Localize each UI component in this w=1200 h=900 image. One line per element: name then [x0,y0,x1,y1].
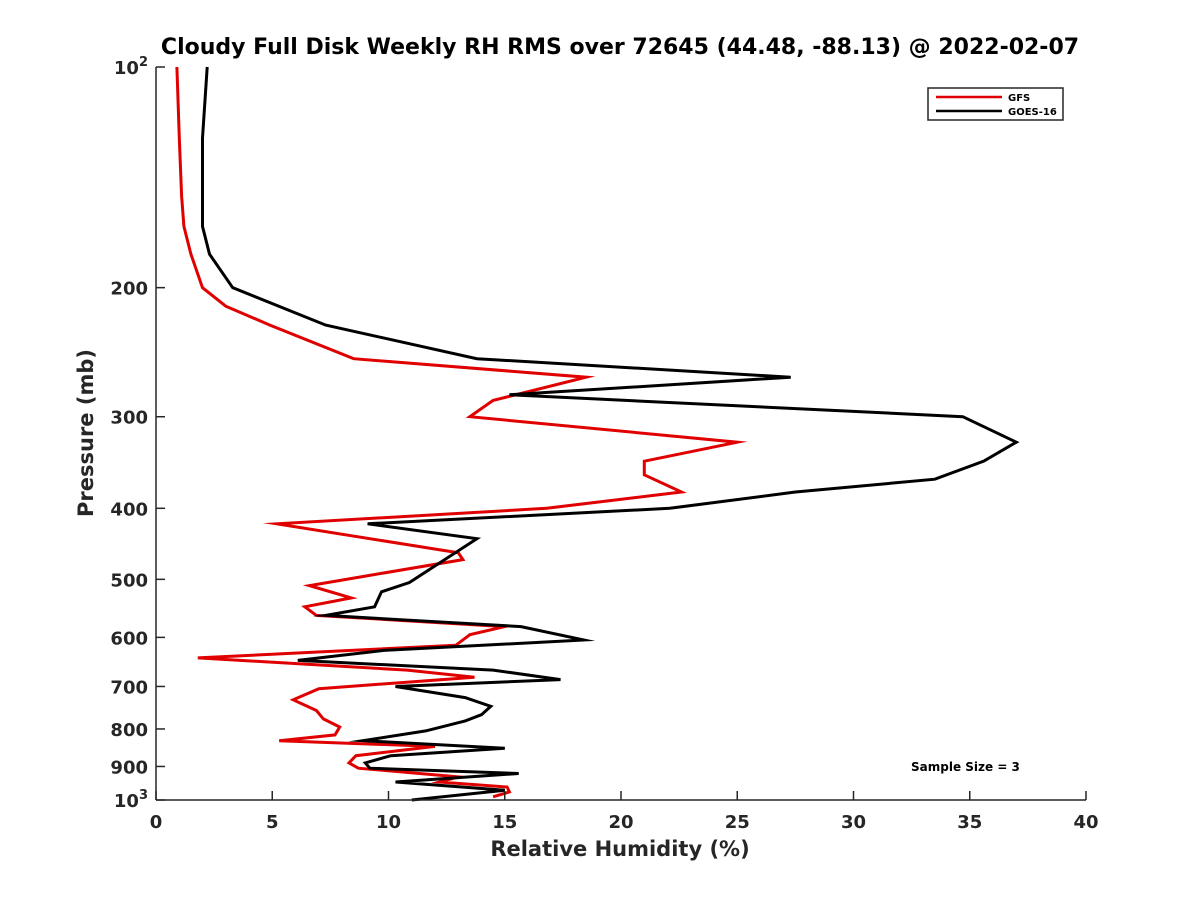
x-axis-ticks: 0 5 10 15 20 25 30 35 40 [150,791,1099,833]
x-tick-label: 35 [957,812,982,833]
x-tick-label: 5 [266,812,279,833]
x-tick-label: 40 [1073,812,1098,833]
series-line-goes-16 [201,66,1020,802]
x-tick-label: 0 [150,812,163,833]
y-tick-label: 200 [110,279,148,300]
plot-area [156,67,1086,800]
chart-title: Cloudy Full Disk Weekly RH RMS over 7264… [161,35,1079,60]
legend-label-goes-16: GOES-16 [1008,107,1057,118]
legend-box [927,87,1064,121]
x-tick-label: 20 [608,812,633,833]
x-tick-label: 10 [376,812,401,833]
y-tick-label: 800 [110,720,148,741]
x-tick-label: 25 [725,812,750,833]
y-tick-label: 300 [110,408,148,429]
y-tick-label: 102 [114,55,148,79]
series-line-gfs [175,66,748,799]
x-tick-label: 15 [492,812,517,833]
x-axis-label: Relative Humidity (%) [490,837,749,861]
y-axis-label: Pressure (mb) [74,349,98,517]
y-tick-label: 103 [114,788,148,812]
y-tick-label: 700 [110,677,148,698]
x-tick-label: 30 [841,812,866,833]
y-tick-label: 500 [110,570,148,591]
y-tick-label: 400 [110,499,148,520]
legend: GFS GOES-16 [927,87,1064,121]
series-layer [175,66,1020,802]
sample-size-annotation: Sample Size = 3 [911,760,1020,774]
y-axis-ticks: 102 200 300 400 500 600 700 800 900 103 [110,55,165,812]
legend-label-gfs: GFS [1008,93,1030,104]
y-tick-label: 900 [110,757,148,778]
y-tick-label: 600 [110,628,148,649]
